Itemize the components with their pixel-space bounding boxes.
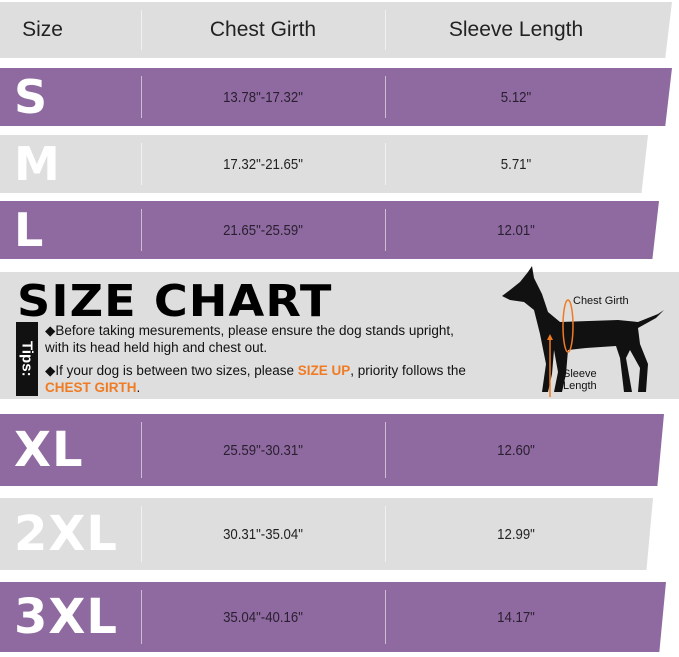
- tip-2-e: .: [136, 380, 141, 395]
- header-sleeve-length: Sleeve Length: [448, 18, 584, 41]
- sleeve-length-value: 12.99": [497, 525, 535, 543]
- header-chest-girth: Chest Girth: [209, 18, 317, 41]
- table-row: S 13.78"-17.32" 5.12": [0, 68, 672, 126]
- chest-girth-highlight: CHEST GIRTH: [45, 380, 137, 395]
- size-up-highlight: SIZE UP: [297, 363, 351, 378]
- tip-2: ◆If your dog is between two sizes, pleas…: [45, 363, 466, 395]
- table-row: M 17.32"-21.65" 5.71": [0, 135, 648, 193]
- sleeve-length-value: 12.60": [497, 441, 535, 459]
- size-label: 2XL: [14, 506, 118, 562]
- sleeve-length-value: 5.71": [500, 155, 532, 173]
- chest-girth-value: 25.59"-30.31": [223, 441, 303, 459]
- table-row: 3XL 35.04"-40.16" 14.17": [0, 582, 666, 652]
- chest-girth-value: 17.32"-21.65": [223, 155, 303, 173]
- table-row: XL 25.59"-30.31" 12.60": [0, 414, 664, 486]
- size-label: S: [14, 70, 49, 124]
- tip-2-a: If your dog is between two sizes, please: [55, 363, 298, 378]
- chest-girth-value: 30.31"-35.04": [223, 525, 303, 543]
- tips-label: Tips:: [16, 322, 38, 396]
- sleeve-length-value: 12.01": [497, 221, 535, 239]
- size-label: M: [14, 137, 61, 191]
- dog-silhouette-icon: [502, 266, 664, 397]
- size-label: 3XL: [14, 589, 118, 645]
- tip-1: ◆Before taking mesurements, please ensur…: [45, 323, 454, 355]
- tip-2-c: , priority follows the: [350, 363, 466, 378]
- header-size: Size: [22, 18, 63, 41]
- banner-title: SIZE CHART: [17, 276, 333, 327]
- chest-girth-value: 13.78"-17.32": [223, 88, 303, 106]
- sleeve-length-value: 14.17": [497, 608, 535, 626]
- sleeve-length-value: 5.12": [500, 88, 532, 106]
- header-row: Size Chest Girth Sleeve Length: [0, 2, 672, 58]
- chest-girth-value: 21.65"-25.59": [223, 221, 303, 239]
- size-label: XL: [14, 422, 84, 478]
- chest-girth-label: Chest Girth: [573, 295, 629, 307]
- table-row: L 21.65"-25.59" 12.01": [0, 201, 659, 259]
- chest-girth-value: 35.04"-40.16": [223, 608, 303, 626]
- table-row: 2XL 30.31"-35.04" 12.99": [0, 498, 653, 570]
- size-label: L: [14, 203, 45, 257]
- sleeve-length-label: Sleeve Length: [563, 368, 597, 392]
- tip-1-text: Before taking mesurements, please ensure…: [45, 323, 454, 355]
- size-chart-banner: SIZE CHART Tips: ◆Before taking mesureme…: [0, 266, 679, 399]
